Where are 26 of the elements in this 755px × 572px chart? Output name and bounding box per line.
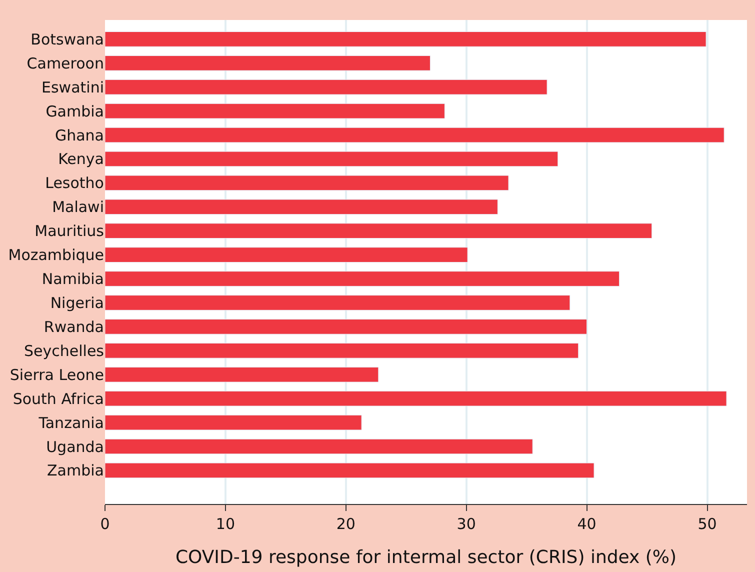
x-tick-label: 40 [577, 515, 596, 533]
y-tick-label: South Africa [12, 390, 104, 408]
y-tick-label: Mauritius [34, 222, 104, 240]
y-tick-label: Namibia [42, 270, 104, 288]
x-tick-label: 10 [216, 515, 235, 533]
y-tick-label: Zambia [47, 462, 104, 480]
x-tick-label: 20 [336, 515, 356, 533]
y-tick-label: Botswana [30, 30, 104, 48]
y-tick-label: Rwanda [44, 318, 104, 336]
y-tick-label: Nigeria [50, 294, 104, 312]
x-axis-title: COVID-19 response for intermal sector (CRIS) index (%) [175, 547, 677, 568]
y-tick-label: Ghana [54, 126, 104, 144]
y-tick-label: Gambia [46, 102, 104, 120]
y-tick-label: Malawi [52, 198, 104, 216]
y-tick-label: Seychelles [24, 342, 104, 360]
y-tick-label: Uganda [46, 438, 104, 456]
y-tick-label: Eswatini [42, 78, 104, 96]
y-tick-label: Cameroon [26, 54, 104, 72]
x-tick-label: 30 [456, 515, 476, 533]
y-tick-label: Mozambique [8, 246, 104, 264]
x-tick-label: 50 [698, 515, 717, 533]
y-tick-label: Lesotho [45, 174, 104, 192]
y-tick-label: Kenya [58, 150, 104, 168]
y-tick-label: Tanzania [38, 414, 104, 432]
y-tick-label: Sierra Leone [10, 366, 104, 384]
x-tick-label: 0 [100, 515, 110, 533]
